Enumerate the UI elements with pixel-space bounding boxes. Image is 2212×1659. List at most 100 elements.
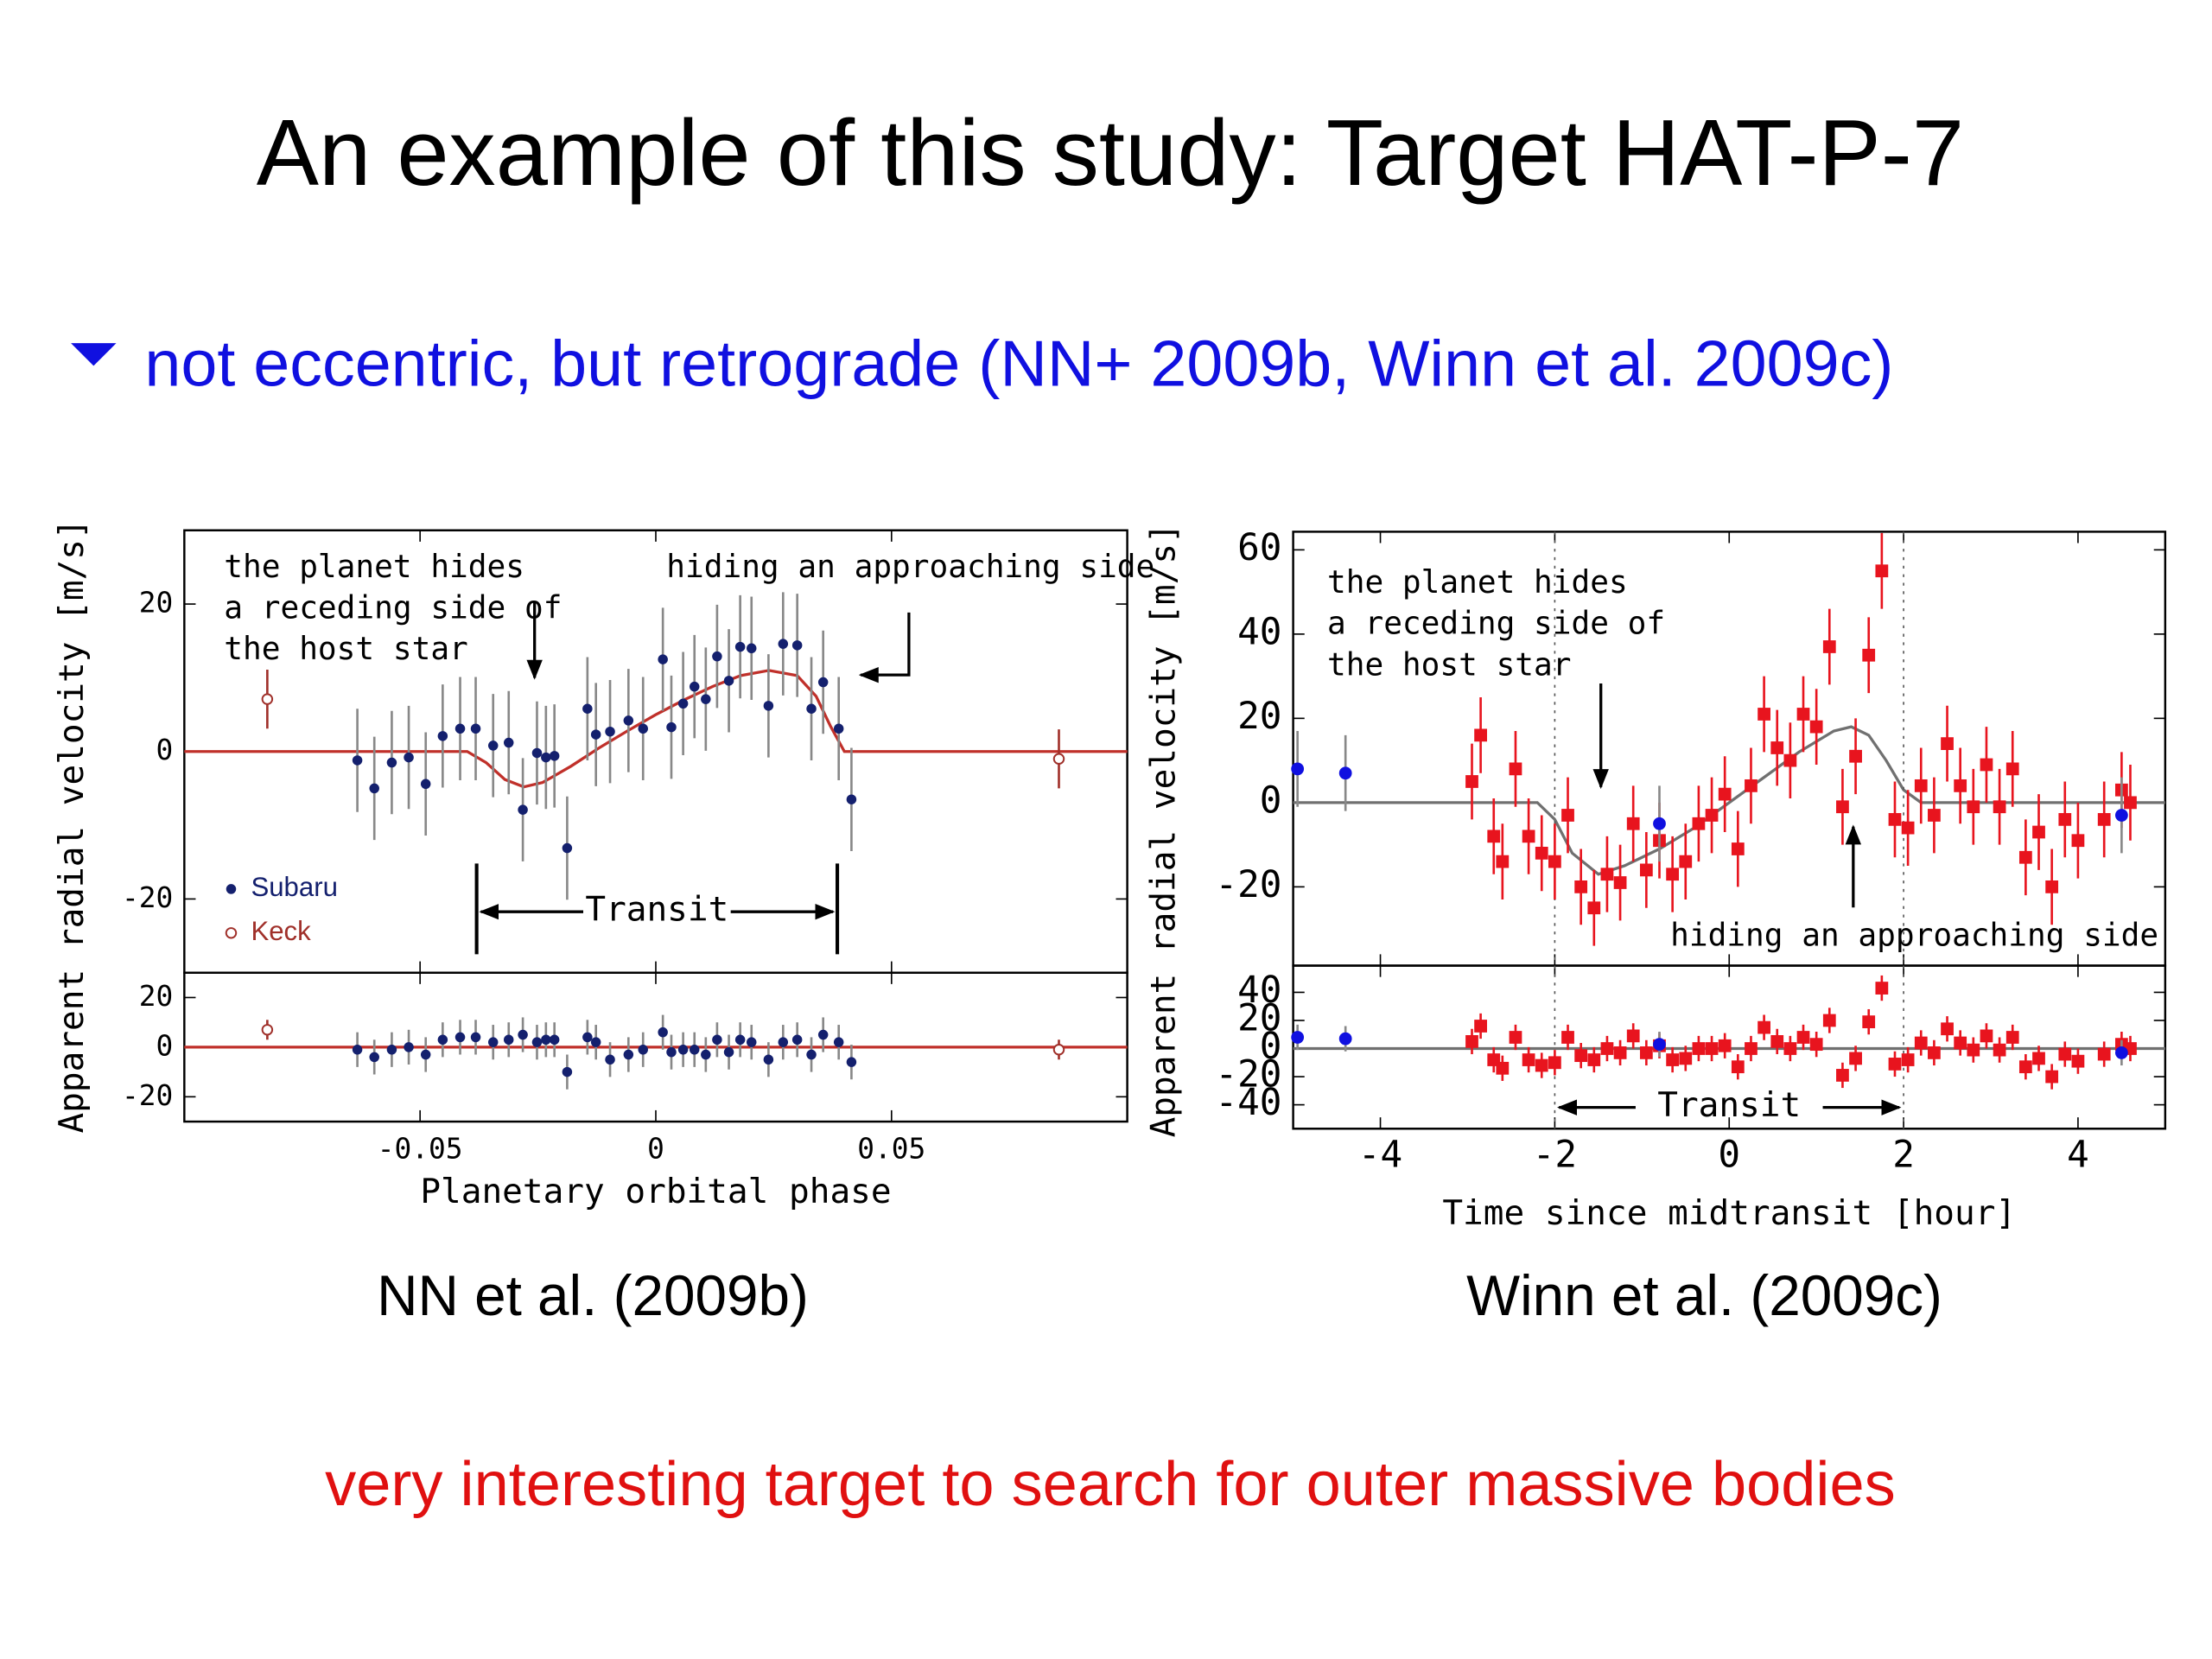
data-point	[2115, 809, 2128, 822]
data-point	[1600, 868, 1614, 881]
data-point	[1338, 766, 1352, 780]
residual-point	[746, 1037, 757, 1047]
data-point	[2045, 880, 2059, 893]
residual-point	[1574, 1049, 1588, 1063]
residual-point	[590, 1037, 601, 1047]
residual-point	[1587, 1053, 1601, 1066]
x-axis-label: Time since midtransit [hour]	[1442, 1193, 2016, 1233]
data-point	[1587, 901, 1601, 915]
residual-point	[806, 1049, 817, 1060]
data-point	[1692, 817, 1706, 830]
residual-point	[1509, 1031, 1522, 1044]
data-point	[369, 783, 379, 794]
residual-point	[1600, 1042, 1614, 1055]
residual-point	[1862, 1015, 1876, 1028]
residual-point	[791, 1034, 803, 1046]
x-tick-label: -4	[1358, 1134, 1402, 1177]
residual-point	[2058, 1047, 2072, 1061]
data-point	[487, 741, 499, 751]
data-point	[817, 677, 829, 688]
data-point	[518, 804, 528, 815]
annotation: a receding side of	[1327, 605, 1665, 642]
residual-point	[2032, 1052, 2045, 1065]
residual-point	[503, 1034, 514, 1046]
data-point	[666, 721, 677, 733]
residual-point	[1967, 1043, 1980, 1057]
data-point	[1548, 855, 1561, 868]
data-point	[746, 643, 757, 654]
y-tick-label: 0	[1260, 1025, 1282, 1068]
residual-point	[1993, 1043, 2006, 1057]
data-point	[1509, 762, 1522, 776]
y-tick-label: 40	[1237, 969, 1281, 1012]
x-tick-label: 0.05	[857, 1132, 925, 1165]
data-point	[261, 693, 274, 705]
model-line	[184, 669, 1128, 789]
data-point	[386, 757, 397, 768]
residual-point	[470, 1032, 481, 1043]
y-tick-label: -20	[1215, 1053, 1281, 1096]
data-point	[1679, 855, 1693, 868]
residual-point	[734, 1034, 746, 1046]
x-tick-label: -0.05	[378, 1132, 463, 1165]
data-point	[2097, 812, 2111, 826]
data-point	[1888, 812, 1902, 826]
y-axis-label: Apparent radial velocity [m/s]	[52, 518, 92, 1133]
data-point	[590, 729, 601, 740]
residual-point	[541, 1034, 551, 1046]
bullet-text: not eccentric, but retrograde (NN+ 2009b…	[144, 327, 1893, 400]
data-point	[1666, 868, 1680, 881]
residual-point	[404, 1042, 414, 1052]
y-tick-label: 0	[156, 734, 173, 766]
data-point	[420, 779, 431, 790]
residual-point	[846, 1057, 857, 1067]
data-point	[1745, 779, 1758, 792]
data-point	[723, 676, 734, 686]
annotation: the planet hides	[1327, 563, 1628, 601]
data-point	[1849, 749, 1862, 763]
data-point	[1914, 779, 1928, 792]
residual-point	[1474, 1020, 1487, 1033]
data-point	[1474, 728, 1487, 742]
data-point	[352, 755, 363, 766]
residual-point	[2005, 1031, 2019, 1044]
data-point	[1496, 855, 1510, 868]
annotation: hiding an approaching side	[1670, 917, 2158, 954]
legend-label: Keck	[251, 916, 311, 946]
transit-label: Transit	[1657, 1085, 1801, 1125]
residual-point	[420, 1049, 431, 1060]
residual-point	[352, 1045, 363, 1055]
residual-point	[817, 1029, 829, 1040]
transit-label: Transit	[585, 890, 728, 930]
data-point	[1796, 708, 1810, 721]
caption: Winn et al. (2009c)	[1466, 1264, 1942, 1327]
data-point	[689, 681, 700, 692]
residual-point	[1522, 1053, 1535, 1066]
residual-point	[1928, 1046, 1941, 1059]
residual-point	[1639, 1046, 1653, 1059]
residual-point	[1338, 1032, 1352, 1046]
data-point	[1052, 753, 1065, 766]
residual-point	[1052, 1044, 1065, 1056]
residual-point	[1875, 982, 1889, 995]
residual-point	[1291, 1031, 1305, 1044]
residual-point	[723, 1046, 734, 1058]
data-point	[1291, 762, 1305, 776]
annotation: the host star	[1327, 645, 1572, 683]
y-tick-label: 60	[1237, 526, 1281, 569]
residual-point	[1901, 1053, 1915, 1066]
data-point	[1626, 817, 1640, 830]
residual-point	[2097, 1047, 2111, 1061]
residual-point	[369, 1052, 379, 1063]
legend-marker	[226, 884, 237, 894]
legend-marker	[225, 927, 238, 939]
x-tick-label: 2	[1892, 1134, 1915, 1177]
residual-point	[2115, 1046, 2128, 1059]
residual-point	[1888, 1058, 1902, 1071]
residual-point	[562, 1066, 573, 1077]
residual-point	[1692, 1042, 1706, 1055]
data-point	[1809, 720, 1823, 734]
y-tick-label: 20	[139, 587, 174, 620]
data-point	[1993, 800, 2006, 814]
data-point	[1487, 830, 1501, 843]
